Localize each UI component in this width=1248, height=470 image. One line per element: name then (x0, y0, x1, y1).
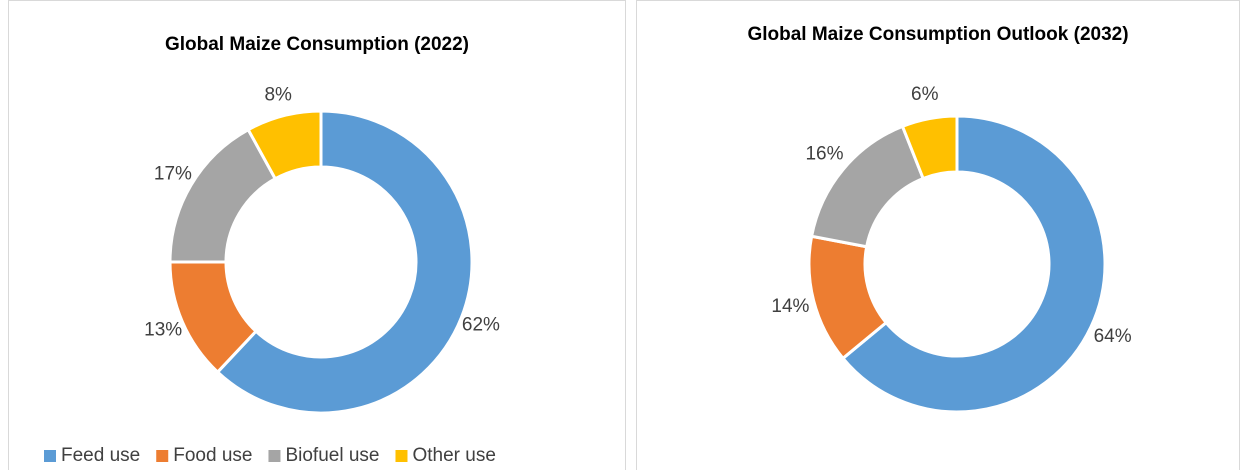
chart-title: Global Maize Consumption (2022) (165, 34, 469, 55)
legend-entry: Feed use (61, 445, 140, 466)
data-label: 14% (771, 296, 809, 317)
data-label: 6% (911, 84, 939, 105)
legend-swatch (268, 450, 281, 462)
slice (840, 114, 1107, 414)
legend-entry: Food use (173, 445, 252, 466)
data-label: 64% (1094, 326, 1132, 347)
data-label: 62% (462, 314, 500, 335)
slice (215, 109, 474, 415)
data-label: 16% (805, 143, 843, 164)
slice (900, 114, 959, 181)
legend-swatch (395, 450, 408, 462)
legend-swatch (44, 450, 56, 462)
chart-title: Global Maize Consumption Outlook (2032) (747, 24, 1128, 45)
slice (246, 109, 323, 181)
data-label: 13% (144, 319, 182, 340)
legend-swatch (156, 450, 169, 462)
data-label: 17% (154, 163, 192, 184)
legend-entry: Other use (412, 445, 495, 466)
legend-entry: Biofuel use (285, 445, 379, 466)
data-label: 8% (264, 84, 292, 105)
